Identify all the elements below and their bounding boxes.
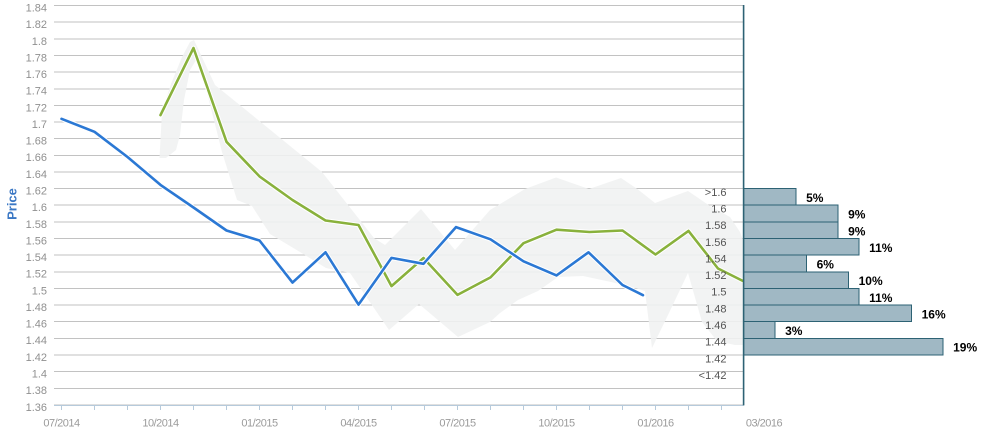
svg-text:Price: Price <box>5 188 20 220</box>
svg-text:1.42: 1.42 <box>705 353 726 365</box>
svg-text:1.58: 1.58 <box>705 220 726 232</box>
svg-text:1.4: 1.4 <box>32 369 47 381</box>
svg-text:1.6: 1.6 <box>32 202 47 214</box>
svg-text:1.52: 1.52 <box>26 269 47 281</box>
svg-text:6%: 6% <box>817 258 835 272</box>
svg-text:1.62: 1.62 <box>26 186 47 198</box>
svg-text:>1.6: >1.6 <box>705 187 727 199</box>
svg-text:1.72: 1.72 <box>26 102 47 114</box>
svg-text:1.8: 1.8 <box>32 36 47 48</box>
svg-text:1.48: 1.48 <box>705 303 726 315</box>
svg-text:3%: 3% <box>785 324 803 338</box>
svg-text:10/2014: 10/2014 <box>142 418 179 430</box>
svg-text:01/2016: 01/2016 <box>637 418 674 430</box>
svg-text:1.42: 1.42 <box>26 352 47 364</box>
svg-text:1.56: 1.56 <box>705 237 726 249</box>
svg-text:1.44: 1.44 <box>26 335 47 347</box>
svg-text:16%: 16% <box>922 308 946 322</box>
svg-text:9%: 9% <box>848 208 866 222</box>
svg-text:1.66: 1.66 <box>26 152 47 164</box>
svg-text:<1.42: <1.42 <box>699 370 727 382</box>
svg-text:1.52: 1.52 <box>705 270 726 282</box>
svg-text:1.74: 1.74 <box>26 86 47 98</box>
svg-text:19%: 19% <box>953 341 977 355</box>
svg-text:1.48: 1.48 <box>26 302 47 314</box>
svg-text:07/2015: 07/2015 <box>439 418 476 430</box>
svg-text:1.38: 1.38 <box>26 385 47 397</box>
svg-text:1.84: 1.84 <box>26 3 47 15</box>
svg-text:1.82: 1.82 <box>26 19 47 31</box>
svg-text:1.78: 1.78 <box>26 52 47 64</box>
svg-text:1.56: 1.56 <box>26 235 47 247</box>
svg-text:1.46: 1.46 <box>705 320 726 332</box>
svg-text:9%: 9% <box>848 224 866 238</box>
svg-text:1.58: 1.58 <box>26 219 47 231</box>
svg-text:1.46: 1.46 <box>26 319 47 331</box>
svg-text:01/2015: 01/2015 <box>241 418 278 430</box>
svg-text:1.7: 1.7 <box>32 119 47 131</box>
svg-text:11%: 11% <box>869 291 893 305</box>
svg-text:5%: 5% <box>806 191 824 205</box>
svg-text:1.64: 1.64 <box>26 169 47 181</box>
svg-text:03/2016: 03/2016 <box>746 418 783 430</box>
svg-text:11%: 11% <box>869 241 893 255</box>
svg-text:1.68: 1.68 <box>26 136 47 148</box>
svg-text:1.54: 1.54 <box>26 252 47 264</box>
svg-text:10%: 10% <box>859 274 883 288</box>
svg-text:1.5: 1.5 <box>32 285 47 297</box>
svg-text:07/2014: 07/2014 <box>43 418 80 430</box>
svg-text:1.5: 1.5 <box>711 287 726 299</box>
svg-text:1.76: 1.76 <box>26 69 47 81</box>
svg-text:1.36: 1.36 <box>26 402 47 414</box>
svg-text:04/2015: 04/2015 <box>340 418 377 430</box>
svg-text:1.54: 1.54 <box>705 254 726 266</box>
svg-text:1.6: 1.6 <box>711 204 726 216</box>
svg-text:10/2015: 10/2015 <box>538 418 575 430</box>
svg-text:1.44: 1.44 <box>705 337 726 349</box>
